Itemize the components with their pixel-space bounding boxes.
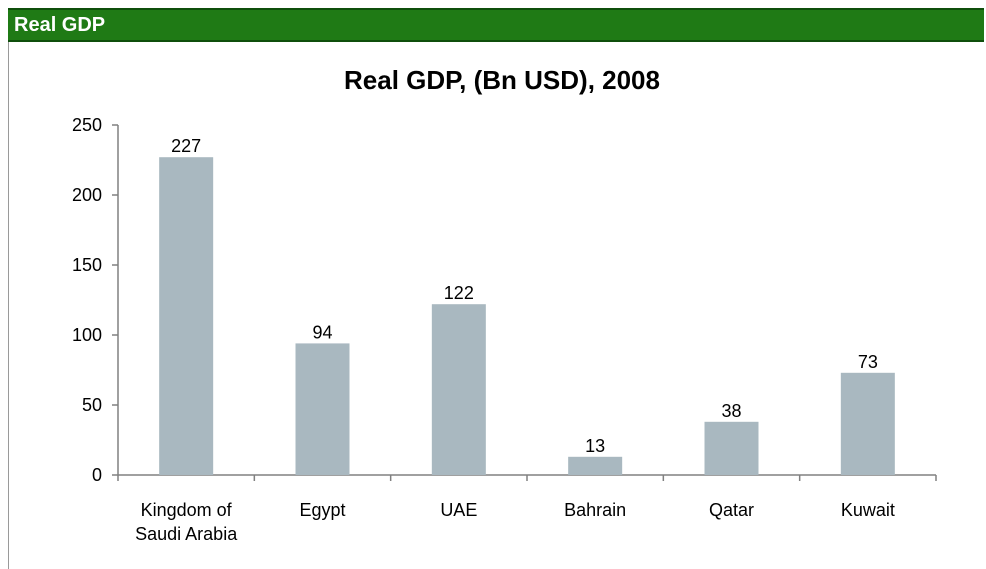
bar <box>704 421 759 475</box>
category-label: Egypt <box>299 500 345 520</box>
bar <box>840 372 895 475</box>
category-label: Kuwait <box>841 500 895 520</box>
data-label: 13 <box>585 436 605 456</box>
bars <box>159 157 895 475</box>
data-label: 73 <box>858 352 878 372</box>
header-title: Real GDP <box>14 14 106 36</box>
data-label: 122 <box>444 283 474 303</box>
category-label: Kingdom of <box>141 500 233 520</box>
y-tick-label: 250 <box>72 115 102 135</box>
y-tick-label: 100 <box>72 325 102 345</box>
data-label: 38 <box>721 401 741 421</box>
category-label: UAE <box>440 500 477 520</box>
data-labels: 227 94 122 13 38 73 <box>171 136 878 456</box>
bar <box>295 343 350 475</box>
category-label: Qatar <box>709 500 754 520</box>
axes: 0 50 100 150 200 250 Kingdom of Saudi Arabia Egy… <box>72 115 937 544</box>
bar <box>568 456 623 475</box>
header-bar: Real GDP <box>8 8 984 42</box>
y-tick-label: 150 <box>72 255 102 275</box>
y-tick-label: 200 <box>72 185 102 205</box>
y-tick-label: 50 <box>82 395 102 415</box>
data-label: 227 <box>171 136 201 156</box>
chart-title: Real GDP, (Bn USD), 2008 <box>344 65 660 95</box>
bar <box>159 157 214 475</box>
data-label: 94 <box>312 322 332 342</box>
category-label: Bahrain <box>564 500 626 520</box>
y-tick-label: 0 <box>92 465 102 485</box>
bar <box>431 304 486 475</box>
category-label: Saudi Arabia <box>135 524 238 544</box>
chart-panel <box>8 42 984 569</box>
